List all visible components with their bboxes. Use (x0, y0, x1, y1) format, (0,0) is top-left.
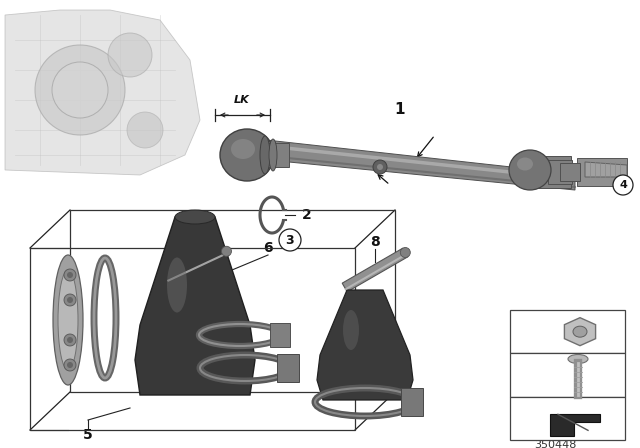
Text: LK: LK (234, 95, 250, 105)
Circle shape (64, 269, 76, 281)
Circle shape (67, 272, 73, 278)
Circle shape (67, 362, 73, 368)
Circle shape (613, 175, 633, 195)
Circle shape (64, 334, 76, 346)
Ellipse shape (221, 246, 232, 256)
Bar (577, 158, 627, 186)
Ellipse shape (509, 150, 551, 190)
Ellipse shape (343, 310, 359, 350)
Polygon shape (550, 414, 600, 436)
Text: 3: 3 (518, 369, 526, 382)
Circle shape (279, 229, 301, 251)
Text: 7: 7 (192, 226, 202, 240)
Ellipse shape (260, 136, 270, 174)
Ellipse shape (517, 158, 533, 171)
Bar (548, 160, 572, 184)
Polygon shape (5, 10, 200, 175)
Bar (535, 156, 571, 188)
Circle shape (64, 359, 76, 371)
Ellipse shape (58, 270, 78, 370)
Text: 6: 6 (263, 241, 273, 255)
Ellipse shape (231, 139, 255, 159)
Polygon shape (135, 217, 255, 395)
Text: 3: 3 (285, 233, 294, 246)
Circle shape (67, 297, 73, 303)
Circle shape (35, 45, 125, 135)
Circle shape (373, 160, 387, 174)
Polygon shape (165, 247, 228, 283)
Ellipse shape (167, 258, 187, 313)
Ellipse shape (53, 255, 83, 385)
Bar (267, 143, 289, 167)
Ellipse shape (573, 326, 587, 337)
Bar (510, 353, 625, 396)
Bar (510, 396, 625, 440)
Ellipse shape (175, 210, 215, 224)
Circle shape (67, 337, 73, 343)
Bar (510, 310, 625, 353)
Circle shape (127, 112, 163, 148)
Ellipse shape (220, 129, 274, 181)
Bar (401, 388, 423, 416)
Text: 5: 5 (83, 428, 93, 442)
Text: 8: 8 (370, 235, 380, 249)
Text: 350448: 350448 (534, 440, 576, 448)
Circle shape (64, 294, 76, 306)
Circle shape (377, 164, 383, 170)
Text: 1: 1 (395, 103, 405, 117)
Text: 4: 4 (518, 325, 526, 338)
Bar (277, 354, 299, 382)
Text: 2: 2 (302, 208, 312, 222)
Ellipse shape (269, 139, 277, 171)
Polygon shape (564, 318, 596, 346)
Bar (560, 163, 580, 181)
Polygon shape (248, 138, 575, 190)
Bar (270, 323, 290, 347)
Ellipse shape (400, 247, 410, 258)
Circle shape (108, 33, 152, 77)
Polygon shape (317, 290, 413, 400)
Polygon shape (342, 248, 408, 292)
Circle shape (52, 62, 108, 118)
Text: 4: 4 (619, 180, 627, 190)
Polygon shape (585, 162, 627, 177)
Ellipse shape (568, 354, 588, 363)
